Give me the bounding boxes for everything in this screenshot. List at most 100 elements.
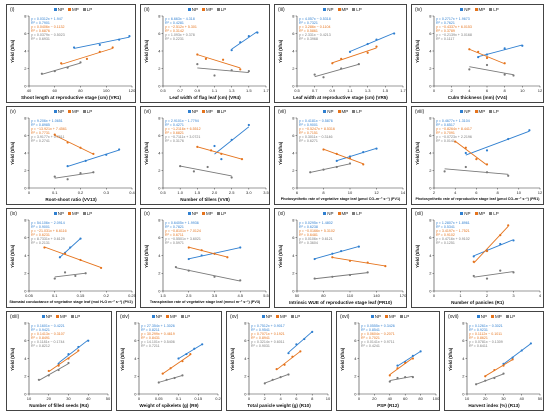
r-squared: R² = 0.7211 bbox=[141, 344, 160, 349]
legend-label: NP bbox=[464, 109, 471, 114]
r-squared: R² = 0.6821 bbox=[165, 131, 184, 136]
trend-equation: y = 0.0312x + 1.947 R² = 0.7901 bbox=[31, 17, 63, 25]
x-tick-label: 30 bbox=[66, 396, 71, 401]
equation-text: y = 0.0312x + 1.947 bbox=[31, 17, 63, 21]
x-tick-label: 12 bbox=[538, 88, 543, 93]
y-tick-label: 2 bbox=[429, 168, 432, 173]
r-squared: R² = 0.7821 bbox=[165, 225, 184, 230]
plot-svg: 40 60 80 100 120 0 2 4 6 8 bbox=[24, 13, 136, 93]
y-tick-label: 6 bbox=[292, 31, 295, 36]
data-point-np bbox=[185, 352, 188, 356]
y-tick-label: 4 bbox=[24, 356, 27, 361]
data-point-np bbox=[331, 252, 334, 255]
data-point-lp bbox=[63, 271, 67, 274]
y-tick-label: 2 bbox=[462, 374, 465, 379]
y-tick-label: 8 bbox=[292, 115, 295, 120]
r-squared: R² = 0.7151 bbox=[299, 131, 318, 136]
r-squared: R² = 0.6876 bbox=[31, 29, 50, 34]
x-tick-label: 0.5 bbox=[160, 190, 166, 195]
trendline-mp bbox=[332, 257, 386, 267]
data-point-lp bbox=[279, 376, 282, 379]
legend-label: NP bbox=[265, 314, 272, 319]
x-tick-label: 1.7 bbox=[400, 88, 406, 93]
data-point-lp bbox=[40, 72, 43, 75]
x-tick-label: 6 bbox=[296, 190, 299, 195]
legend: NP MP LP bbox=[141, 211, 269, 216]
legend-swatch bbox=[370, 315, 374, 319]
data-point-mp bbox=[239, 68, 242, 71]
legend-swatch bbox=[491, 315, 494, 319]
legend-swatch bbox=[151, 315, 155, 319]
legend: NP MP LP bbox=[7, 7, 135, 12]
r-squared: R² = 0.4281 bbox=[165, 21, 184, 26]
data-point-np bbox=[348, 155, 352, 158]
equation-text: y = 0.7512x + 0.9017 bbox=[251, 324, 285, 328]
data-point-mp bbox=[388, 374, 391, 377]
data-point-lp bbox=[464, 165, 467, 169]
legend-swatch bbox=[70, 315, 74, 319]
x-tick-label: 110 bbox=[347, 293, 354, 298]
trendline-lp bbox=[475, 373, 504, 385]
chart-panel: (xiii) NP MP LP 10 20 30 40 50 0 2 4 6 8 y = 0.1601x −… bbox=[6, 311, 112, 411]
x-axis-label: Number of filled seeds (R4) bbox=[29, 403, 89, 408]
data-point-np bbox=[311, 330, 314, 333]
legend-swatch bbox=[476, 315, 480, 319]
equation-text: y = 30.299x + 0.4619 bbox=[141, 332, 175, 336]
legend-swatch bbox=[166, 315, 169, 319]
data-point-np bbox=[177, 357, 180, 360]
data-point-mp bbox=[366, 51, 369, 54]
legend-swatch bbox=[290, 315, 294, 319]
data-point-lp bbox=[443, 170, 446, 173]
data-point-np bbox=[239, 246, 242, 249]
legend-swatch bbox=[474, 212, 478, 216]
data-point-mp bbox=[221, 58, 225, 61]
data-point-mp bbox=[196, 145, 199, 148]
plot-svg: 0 20 40 60 80 100 0 2 4 6 8 bbox=[354, 320, 440, 401]
x-tick-label: 4.5 bbox=[237, 293, 243, 298]
legend: NP MP LP bbox=[412, 7, 543, 12]
data-point-np bbox=[79, 237, 82, 240]
x-axis-label: Leaf width at reproductive stage (cm) (V… bbox=[293, 95, 388, 100]
legend-swatch bbox=[460, 110, 464, 114]
x-tick-label: 10 bbox=[27, 396, 32, 401]
data-point-np bbox=[200, 254, 203, 257]
trendline-mp bbox=[197, 146, 243, 160]
legend-swatch bbox=[187, 8, 191, 12]
trendline-np bbox=[314, 245, 359, 260]
equation-text: y = 0.7071x + 0.1921 bbox=[251, 332, 285, 336]
x-tick-label: 2 bbox=[433, 190, 436, 195]
data-point-mp bbox=[404, 361, 407, 365]
trendline-np bbox=[178, 343, 203, 359]
trendline-np bbox=[397, 351, 421, 367]
data-point-mp bbox=[485, 249, 489, 253]
y-tick-label: 8 bbox=[462, 320, 465, 325]
x-tick-label: 2 bbox=[451, 88, 454, 93]
trendline-mp bbox=[188, 246, 228, 258]
x-tick-label: 0 bbox=[28, 190, 31, 195]
trendline-lp bbox=[310, 163, 351, 173]
trend-equation: y = 0.1112x − 0.1011 R² = 0.8621 bbox=[469, 332, 502, 340]
legend-label: NP bbox=[327, 109, 334, 114]
x-axis-label: Shoot length at reproductive stage (cm) … bbox=[20, 95, 122, 100]
x-axis-label: Harvest index (%) (R13) bbox=[468, 403, 520, 408]
equation-text: y = 6.663x − 4.318 bbox=[165, 17, 195, 21]
x-tick-label: 0.1 bbox=[176, 396, 182, 401]
legend-label: MP bbox=[206, 211, 213, 216]
legend-swatch bbox=[53, 8, 57, 12]
equation-text: y = 0.0295x + 1.4802 bbox=[299, 221, 333, 225]
equation-text: y = 54.106x − 2.0914 bbox=[31, 221, 65, 225]
data-point-lp bbox=[331, 275, 334, 278]
y-tick-label: 6 bbox=[134, 338, 137, 343]
data-point-mp bbox=[396, 367, 399, 370]
y-tick-label: 4 bbox=[24, 150, 27, 155]
x-axis-label: Culm thickness (mm) (VV4) bbox=[447, 95, 508, 100]
x-axis-label: Total panicle weight (g) (R10) bbox=[247, 403, 311, 408]
equation-text: y = −13.921x + 7.4561 bbox=[31, 127, 67, 131]
chart-panel: (x) NP MP LP 1.5 2.5 3.5 4.5 5.5 0 2 4 6 8 y = 0.6405x… bbox=[140, 208, 270, 308]
trend-equation: y = 3.4197x − 1.7521 R² = 0.9102 bbox=[436, 229, 470, 237]
x-tick-label: 1.5 bbox=[383, 88, 389, 93]
x-tick-label: 6 bbox=[486, 88, 489, 93]
data-point-mp bbox=[77, 349, 80, 352]
r-squared: R² = 0.9421 bbox=[31, 328, 50, 333]
y-tick-label: 2 bbox=[24, 66, 27, 71]
